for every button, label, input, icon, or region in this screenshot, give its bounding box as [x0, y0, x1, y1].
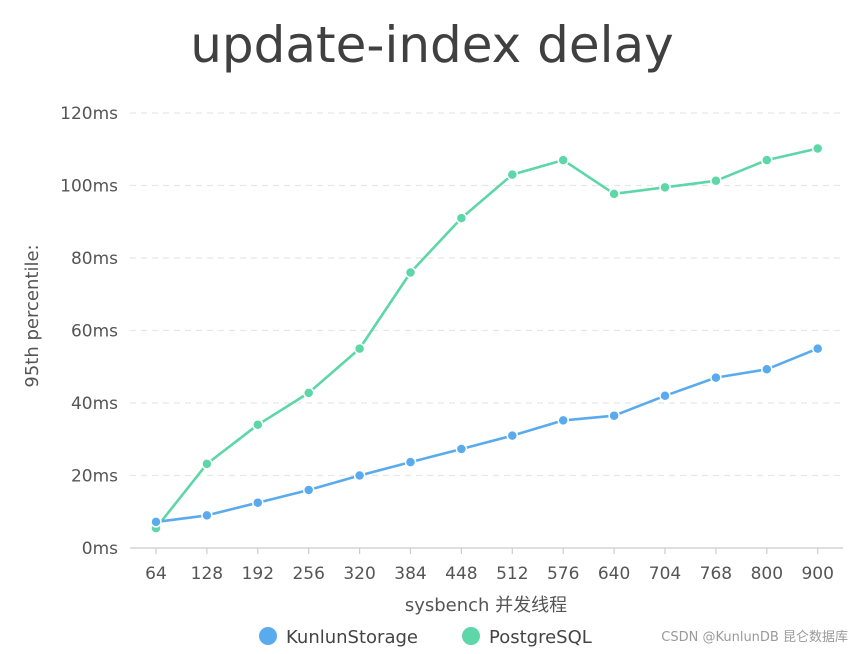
legend-marker [259, 627, 277, 645]
data-point [761, 363, 773, 376]
x-tick-label: 128 [191, 564, 223, 584]
x-axis-ticks: 64 128 192 256 320 384 448 512 576 640 704 768 800 90… [145, 548, 834, 584]
data-point [404, 456, 417, 468]
watermark: CSDN @KunlunDB 昆仑数据库 [661, 629, 848, 645]
data-point [455, 212, 468, 224]
y-tick-label: 0ms [82, 539, 118, 559]
data-point [557, 414, 569, 427]
data-point [506, 168, 519, 181]
x-tick-label: 448 [445, 564, 477, 584]
x-axis-label: sysbench 并发线程 [405, 595, 567, 616]
x-tick-label: 64 [145, 564, 167, 584]
x-tick-label: 800 [751, 564, 783, 584]
legend-item[interactable]: PostgreSQL [462, 627, 592, 648]
legend-item[interactable]: KunlunStorage [259, 627, 418, 648]
y-tick-label: 20ms [71, 467, 118, 487]
series-line [154, 147, 820, 530]
series-kunlunstorage [150, 342, 824, 528]
legend: KunlunStorage PostgreSQL [259, 627, 592, 648]
legend-label: KunlunStorage [286, 627, 418, 648]
data-point [353, 342, 366, 355]
x-tick-label: 320 [343, 564, 375, 584]
data-point [659, 390, 671, 402]
data-point [761, 154, 773, 166]
y-axis-ticks: 0ms 20ms 40ms 60ms 80ms 100ms 120ms [60, 104, 118, 559]
x-tick-label: 704 [649, 564, 681, 584]
data-point [302, 387, 315, 399]
x-tick-label: 512 [496, 564, 528, 584]
data-point [557, 154, 569, 166]
data-point [811, 342, 824, 355]
y-tick-label: 60ms [71, 322, 118, 342]
data-point [252, 496, 264, 509]
grid [130, 112, 843, 477]
x-tick-label: 384 [394, 564, 426, 584]
legend-marker [462, 627, 480, 645]
x-tick-label: 900 [801, 564, 833, 584]
series-layer [150, 142, 824, 534]
x-tick-label: 192 [242, 564, 274, 584]
x-tick-label: 640 [598, 564, 630, 584]
data-point [404, 266, 417, 279]
data-point [201, 458, 213, 470]
data-point [710, 175, 722, 187]
y-tick-label: 80ms [71, 249, 118, 269]
series-postgresql [150, 142, 824, 534]
data-point [710, 371, 722, 384]
data-point [811, 142, 824, 155]
legend-label: PostgreSQL [489, 627, 592, 648]
data-point [252, 419, 264, 431]
y-tick-label: 120ms [60, 104, 118, 124]
y-tick-label: 100ms [60, 177, 118, 197]
y-tick-label: 40ms [71, 394, 118, 414]
x-tick-label: 256 [292, 564, 324, 584]
data-point [201, 509, 213, 522]
data-point [455, 443, 468, 455]
x-tick-label: 576 [547, 564, 579, 584]
data-point [659, 181, 671, 194]
data-point [150, 516, 162, 528]
data-point [302, 484, 315, 496]
series-line [154, 347, 820, 524]
chart-title: update-index delay [190, 16, 674, 74]
data-point [608, 409, 620, 422]
data-point [608, 188, 620, 200]
y-axis-label: 95th percentile: [22, 244, 43, 387]
x-tick-label: 768 [700, 564, 732, 584]
data-point [506, 429, 519, 442]
data-point [353, 469, 366, 482]
